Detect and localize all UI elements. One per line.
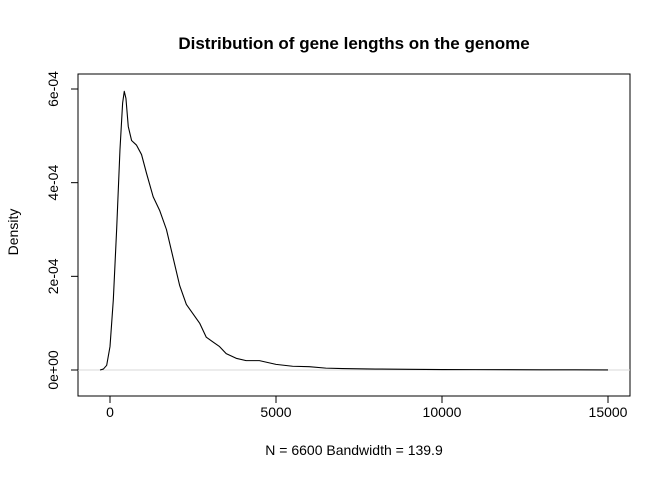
x-axis: 0 5000 10000 15000 bbox=[106, 395, 628, 420]
x-tick-label: 5000 bbox=[260, 404, 291, 420]
density-curve bbox=[99, 90, 609, 371]
y-axis-label: Density bbox=[5, 209, 21, 256]
y-tick-label: 0e+00 bbox=[45, 350, 61, 390]
chart-title: Distribution of gene lengths on the geno… bbox=[178, 34, 529, 53]
y-tick-label: 2e-04 bbox=[45, 258, 61, 294]
y-axis: 0e+00 2e-04 4e-04 6e-04 bbox=[45, 71, 79, 390]
y-tick-label: 6e-04 bbox=[45, 71, 61, 107]
x-axis-label: N = 6600 Bandwidth = 139.9 bbox=[265, 442, 443, 458]
plot-frame bbox=[77, 73, 631, 397]
x-tick-label: 15000 bbox=[589, 404, 628, 420]
y-tick-label: 4e-04 bbox=[45, 165, 61, 201]
x-tick-label: 10000 bbox=[423, 404, 462, 420]
x-tick-label: 0 bbox=[106, 404, 114, 420]
